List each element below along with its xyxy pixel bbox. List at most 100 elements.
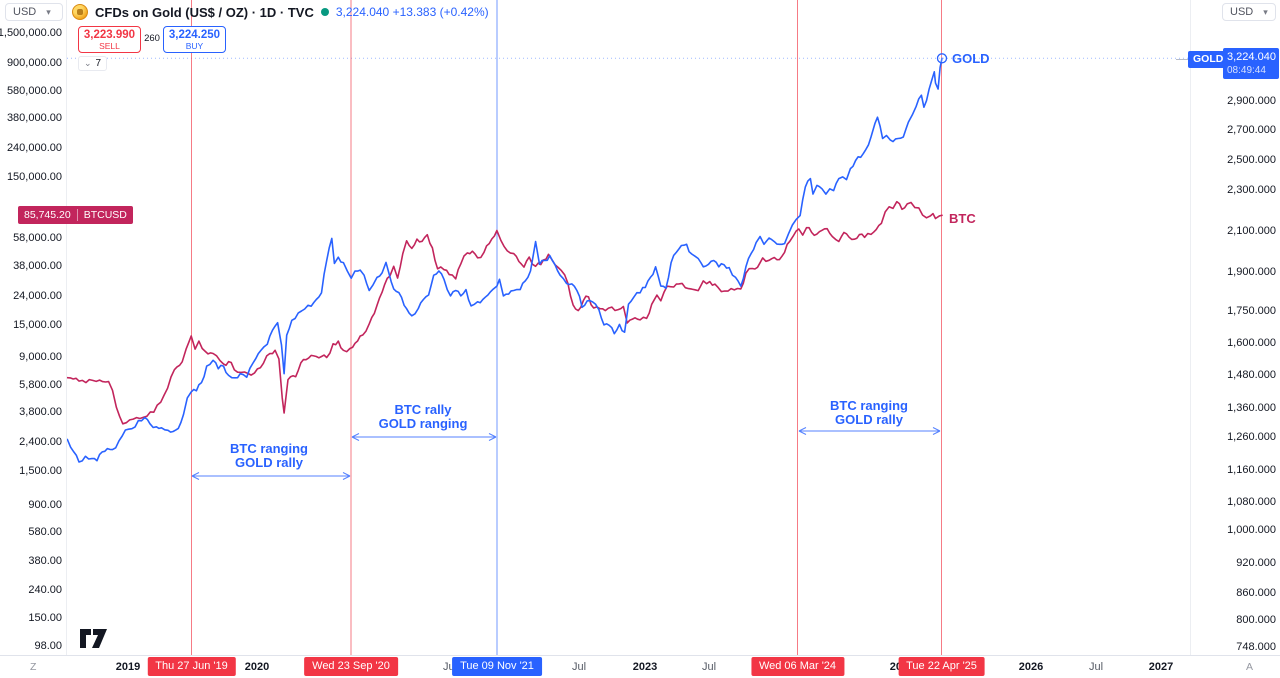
price-tick-label: 9,000.00 bbox=[19, 351, 62, 363]
gold-series-tag[interactable]: GOLD bbox=[1188, 51, 1229, 68]
left-currency-dropdown[interactable]: USD ▾ bbox=[5, 3, 63, 21]
price-tick-label: 1,160.000 bbox=[1227, 464, 1276, 476]
sell-label: SELL bbox=[99, 41, 120, 51]
price-tick-label: 1,260.000 bbox=[1227, 431, 1276, 443]
buy-price: 3,224.250 bbox=[168, 29, 221, 41]
price-tick-label: 800.000 bbox=[1236, 614, 1276, 626]
annotation-text-0[interactable]: BTC ranging GOLD rally bbox=[230, 441, 308, 470]
price-tick-label: 860.000 bbox=[1236, 587, 1276, 599]
gold-badge-connector bbox=[1176, 59, 1191, 60]
right-axis-separator bbox=[1190, 0, 1191, 655]
price-tick-label: 1,000.000 bbox=[1227, 524, 1276, 536]
time-tick-year: 2019 bbox=[115, 661, 141, 673]
btc-last-price: 85,745.20 bbox=[24, 209, 71, 221]
time-tick-year: 2027 bbox=[1148, 661, 1174, 673]
btcusd-series-line[interactable] bbox=[66, 200, 943, 425]
buy-label: BUY bbox=[185, 41, 204, 51]
btc-symbol-label: BTCUSD bbox=[83, 209, 127, 221]
price-tick-label: 38,000.00 bbox=[13, 260, 62, 272]
annotation-arrow-2[interactable] bbox=[798, 427, 941, 435]
left-price-axis[interactable]: USD ▾ 1,500,000.00 900,000.00 580,000.00 38… bbox=[0, 0, 133, 655]
right-currency-label: USD bbox=[1230, 6, 1254, 18]
price-tick-label: 2,900.000 bbox=[1227, 95, 1276, 107]
price-tick-label: 1,360.000 bbox=[1227, 402, 1276, 414]
price-tick-label: 900,000.00 bbox=[6, 57, 62, 69]
spread-value: 260 bbox=[144, 33, 160, 44]
price-tick-label: 1,750.000 bbox=[1227, 305, 1276, 317]
price-tick-label: 380.00 bbox=[28, 555, 62, 567]
price-tick-label: 2,400.00 bbox=[19, 436, 62, 448]
gold-last-point-marker bbox=[936, 53, 948, 64]
time-tick-month: Jul bbox=[1088, 661, 1104, 673]
price-tick-label: 2,300.000 bbox=[1227, 184, 1276, 196]
btc-series-label[interactable]: BTC bbox=[949, 211, 976, 226]
annotation-arrow-1[interactable] bbox=[351, 433, 497, 441]
chevron-down-icon: ▾ bbox=[46, 6, 51, 17]
price-tick-label: 15,000.00 bbox=[13, 319, 62, 331]
gold-coin-icon bbox=[72, 4, 88, 20]
price-tick-label: 580,000.00 bbox=[6, 85, 62, 97]
left-axis-separator bbox=[66, 0, 67, 655]
market-status-icon bbox=[320, 8, 329, 16]
gold-series-label[interactable]: GOLD bbox=[952, 51, 990, 66]
bar-countdown: 08:49:44 bbox=[1227, 65, 1266, 76]
price-tick-label: 2,700.000 bbox=[1227, 124, 1276, 136]
event-date-badge-0[interactable]: Thu 27 Jun '19 bbox=[147, 657, 236, 676]
annotation-text-2[interactable]: BTC ranging GOLD rally bbox=[830, 398, 908, 427]
price-tick-label: 920.000 bbox=[1236, 557, 1276, 569]
time-axis[interactable]: 201920202021202220232024202520262027JulJ… bbox=[0, 655, 1280, 678]
tradingview-logo[interactable] bbox=[80, 629, 108, 648]
price-tick-label: 2,500.000 bbox=[1227, 154, 1276, 166]
price-tick-label: 1,500,000.00 bbox=[0, 27, 62, 39]
event-date-badge-4[interactable]: Tue 22 Apr '25 bbox=[898, 657, 985, 676]
auto-scale-button[interactable]: A bbox=[1246, 661, 1254, 673]
legend-collapse-chip[interactable]: ⌄ 7 bbox=[78, 56, 108, 71]
btc-price-badge[interactable]: 85,745.20 BTCUSD bbox=[18, 206, 133, 224]
time-tick-year: 2023 bbox=[632, 661, 658, 673]
price-tick-label: 1,500.00 bbox=[19, 465, 62, 477]
price-tick-label: 748.000 bbox=[1236, 641, 1276, 653]
price-tick-label: 240,000.00 bbox=[6, 142, 62, 154]
left-currency-label: USD bbox=[13, 6, 37, 18]
time-tick-month: Jul bbox=[701, 661, 717, 673]
price-tick-label: 150.00 bbox=[28, 612, 62, 624]
last-price-change: 3,224.040 +13.383 (+0.42%) bbox=[335, 5, 489, 19]
symbol-legend-row[interactable]: CFDs on Gold (US$ / OZ) · 1D · TVC 3,224… bbox=[72, 4, 489, 20]
price-tick-label: 580.00 bbox=[28, 526, 62, 538]
sell-price: 3,223.990 bbox=[83, 29, 136, 41]
price-tick-label: 98.00 bbox=[34, 640, 62, 652]
buy-button[interactable]: 3,224.250 BUY bbox=[163, 26, 226, 53]
price-tick-label: 240.00 bbox=[28, 584, 62, 596]
price-tick-label: 150,000.00 bbox=[6, 171, 62, 183]
gold-series-line[interactable] bbox=[66, 57, 943, 463]
price-tick-label: 380,000.00 bbox=[6, 112, 62, 124]
price-tick-label: 1,900.000 bbox=[1227, 266, 1276, 278]
price-tick-label: 900.00 bbox=[28, 499, 62, 511]
left-axis-settings-button[interactable]: Z bbox=[30, 661, 37, 673]
annotation-text-1[interactable]: BTC rally GOLD ranging bbox=[378, 402, 468, 431]
sell-button[interactable]: 3,223.990 SELL bbox=[78, 26, 141, 53]
price-tick-label: 3,800.00 bbox=[19, 406, 62, 418]
right-currency-dropdown[interactable]: USD ▾ bbox=[1222, 3, 1276, 21]
event-date-badge-2[interactable]: Tue 09 Nov '21 bbox=[452, 657, 542, 676]
time-tick-year: 2026 bbox=[1018, 661, 1044, 673]
time-tick-year: 2020 bbox=[244, 661, 270, 673]
right-price-axis[interactable]: USD ▾ GOLD 3,224.040 08:49:44 2,900.000 2… bbox=[1188, 0, 1280, 655]
price-tick-label: 5,800.00 bbox=[19, 379, 62, 391]
chart-pane[interactable] bbox=[0, 0, 1280, 655]
event-date-badge-3[interactable]: Wed 06 Mar '24 bbox=[750, 657, 845, 676]
price-tick-label: 2,100.000 bbox=[1227, 225, 1276, 237]
symbol-title[interactable]: CFDs on Gold (US$ / OZ) · 1D · TVC bbox=[95, 4, 314, 20]
price-tick-label: 24,000.00 bbox=[13, 290, 62, 302]
price-tick-label: 1,080.000 bbox=[1227, 496, 1276, 508]
time-tick-month: Jul bbox=[571, 661, 587, 673]
legend-count: 7 bbox=[95, 58, 102, 69]
chevron-down-icon: ⌄ bbox=[84, 58, 92, 68]
gold-price-badge[interactable]: 3,224.040 08:49:44 bbox=[1223, 48, 1279, 79]
gold-last-price: 3,224.040 bbox=[1227, 51, 1276, 63]
price-tick-label: 1,600.000 bbox=[1227, 337, 1276, 349]
annotation-arrow-0[interactable] bbox=[191, 472, 351, 480]
chevron-down-icon: ▾ bbox=[1263, 6, 1268, 17]
event-date-badge-1[interactable]: Wed 23 Sep '20 bbox=[304, 657, 398, 676]
